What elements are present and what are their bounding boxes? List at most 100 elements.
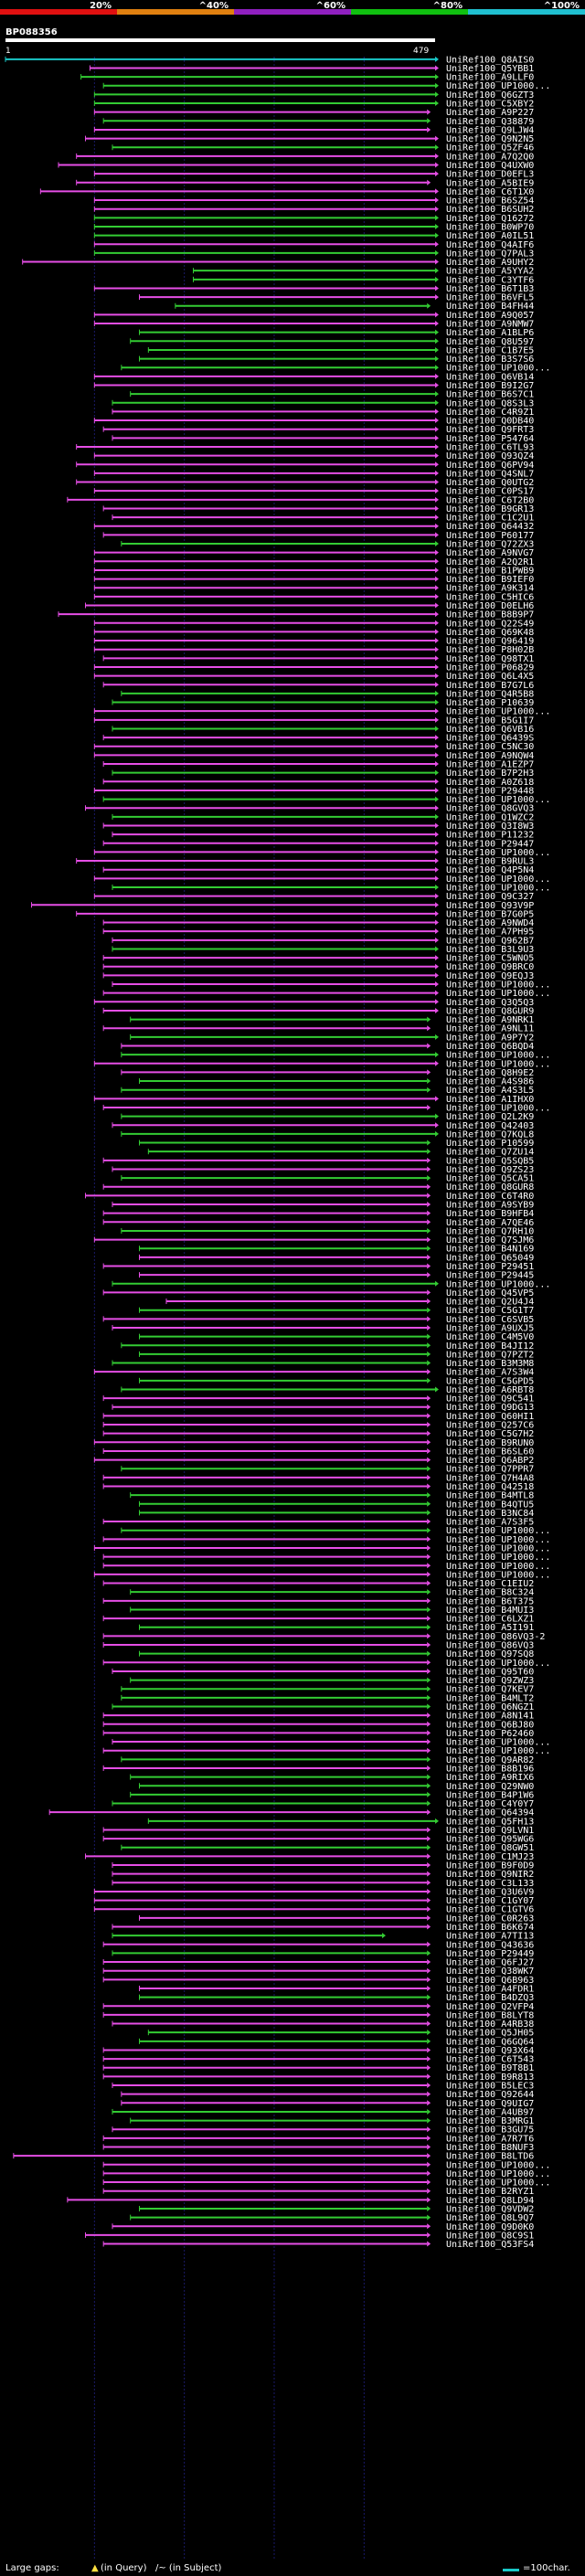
hit-label: UniRef100_UP1000... — [446, 1746, 550, 1756]
hit-label: UniRef100_B8LYT8 — [446, 2010, 534, 2020]
hit-end-arrow — [427, 1563, 431, 1569]
hit-label: UniRef100_B6SUH2 — [446, 205, 534, 215]
hit-row: UniRef100_C1MJ23 — [85, 1852, 534, 1862]
hit-end-arrow — [427, 2231, 431, 2238]
hit-row: UniRef100_Q6GQ64 — [139, 2037, 534, 2047]
hit-end-arrow — [435, 321, 439, 327]
hit-label: UniRef100_UP1000... — [446, 364, 550, 374]
hit-row: UniRef100_Q8GUR9 — [102, 1006, 534, 1016]
hit-end-arrow — [435, 937, 439, 943]
hit-end-arrow — [427, 1536, 431, 1542]
hit-label: UniRef100_A9LLF0 — [446, 73, 534, 83]
hit-end-arrow — [435, 91, 439, 98]
hit-label: UniRef100_B4FH44 — [446, 302, 534, 312]
hit-row: UniRef100_C1C2U1 — [112, 514, 534, 524]
hit-end-arrow — [435, 849, 439, 855]
hit-end-arrow — [435, 840, 439, 846]
hit-end-arrow — [435, 593, 439, 599]
hit-row: UniRef100_B3NC84 — [139, 1509, 534, 1519]
hit-end-arrow — [427, 1924, 431, 1930]
hit-row: UniRef100_A9NWD4 — [102, 918, 534, 928]
hit-label: UniRef100_P54764 — [446, 434, 534, 444]
hit-end-arrow — [427, 1756, 431, 1763]
hit-end-arrow — [427, 1369, 431, 1375]
hit-label: UniRef100_UP1000... — [446, 2160, 550, 2170]
hit-label: UniRef100_P10599 — [446, 1139, 534, 1149]
hit-row: UniRef100_UP1000... — [112, 981, 550, 991]
hit-row: UniRef100_Q8LD94 — [67, 2196, 534, 2206]
hit-end-arrow — [427, 1888, 431, 1894]
hit-end-arrow — [435, 514, 439, 521]
hit-end-arrow — [435, 761, 439, 768]
hit-end-arrow — [427, 2003, 431, 2009]
hit-end-arrow — [435, 787, 439, 793]
hit-label: UniRef100_Q6GQ64 — [446, 2037, 534, 2047]
hit-end-arrow — [435, 505, 439, 512]
hit-end-arrow — [435, 884, 439, 890]
hit-label: UniRef100_Q38WK7 — [446, 1966, 534, 1977]
hit-label: UniRef100_B4MTL8 — [446, 1491, 534, 1501]
hit-end-arrow — [435, 399, 439, 406]
hit-row: UniRef100_Q5FH13 — [147, 1817, 534, 1827]
hit-end-arrow — [427, 1800, 431, 1807]
hit-row: UniRef100_C6T4R0 — [85, 1192, 534, 1202]
hit-label: UniRef100_P8H02B — [446, 645, 534, 655]
hit-end-arrow — [435, 1060, 439, 1066]
legend-scale-swatch — [503, 2569, 519, 2571]
hit-label: UniRef100_B3S7S6 — [446, 355, 534, 365]
hit-row: UniRef100_Q3I8W3 — [102, 822, 534, 832]
query-start-label: 1 — [5, 47, 11, 56]
hit-label: UniRef100_Q9BRC0 — [446, 962, 534, 972]
hit-label: UniRef100_A4S986 — [446, 1077, 534, 1087]
hit-row: UniRef100_Q9NIR2 — [112, 1870, 534, 1880]
hit-label: UniRef100_Q86VQ3-2 — [446, 1632, 545, 1642]
hit-end-arrow — [427, 179, 431, 186]
hit-end-arrow — [427, 1747, 431, 1754]
hit-end-arrow — [427, 2038, 431, 2044]
hit-label: UniRef100_Q8U597 — [446, 337, 534, 347]
hit-end-arrow — [435, 638, 439, 644]
hit-end-arrow — [427, 1307, 431, 1313]
hit-row: UniRef100_C6T1X0 — [39, 187, 534, 197]
hit-row: UniRef100_B9HFB4 — [102, 1209, 534, 1219]
hit-row: UniRef100_Q4SNL7 — [93, 469, 534, 479]
hit-end-arrow — [435, 963, 439, 970]
hit-label: UniRef100_B5LEC3 — [446, 2082, 534, 2092]
hit-row: UniRef100_Q6BJ80 — [102, 1720, 534, 1730]
hit-row: UniRef100_B6SZ54 — [93, 196, 534, 207]
hit-label: UniRef100_Q962B7 — [446, 936, 534, 946]
hit-end-arrow — [435, 346, 439, 353]
hit-end-arrow — [435, 135, 439, 142]
hit-row: UniRef100_Q72ZX3 — [121, 540, 534, 550]
hit-row: UniRef100_P54764 — [112, 434, 534, 444]
hit-row: UniRef100_Q86VQ3 — [102, 1641, 534, 1651]
hit-end-arrow — [435, 452, 439, 459]
hit-end-arrow — [435, 461, 439, 468]
hit-end-arrow — [435, 329, 439, 335]
hit-row: UniRef100_A9NRK1 — [130, 1015, 534, 1025]
hit-end-arrow — [427, 1809, 431, 1816]
hit-label: UniRef100_A8N141 — [446, 1712, 534, 1722]
hit-row: UniRef100_A2Q2R1 — [93, 557, 534, 567]
hit-label: UniRef100_Q2L2K9 — [446, 1112, 534, 1122]
legend-subject-label: /~ (in Subject) — [155, 2563, 222, 2573]
hit-row: UniRef100_B6SL60 — [102, 1447, 534, 1457]
hit-row: UniRef100_UP1000... — [112, 1738, 550, 1748]
hit-end-arrow — [427, 1827, 431, 1833]
hit-row: UniRef100_Q29NW0 — [139, 1782, 534, 1792]
hit-row: UniRef100_UP1000... — [93, 1059, 550, 1069]
hit-end-arrow — [427, 118, 431, 124]
hit-row: UniRef100_A9NQW4 — [93, 751, 534, 761]
hit-label: UniRef100_Q7KQL8 — [446, 1129, 534, 1140]
hit-label: UniRef100_B6T375 — [446, 1596, 534, 1606]
hit-row: UniRef100_Q4UXW0 — [58, 161, 534, 171]
hit-end-arrow — [427, 1069, 431, 1076]
hit-end-arrow — [427, 1430, 431, 1436]
hit-row: UniRef100_B6S7C1 — [130, 390, 534, 400]
hit-row: UniRef100_UP1000... — [102, 1103, 550, 1113]
hit-end-arrow — [427, 1175, 431, 1182]
hit-end-arrow — [435, 743, 439, 749]
hit-end-arrow — [427, 1157, 431, 1163]
hit-row: UniRef100_Q7PZT2 — [139, 1350, 534, 1360]
hit-end-arrow — [427, 1941, 431, 1947]
